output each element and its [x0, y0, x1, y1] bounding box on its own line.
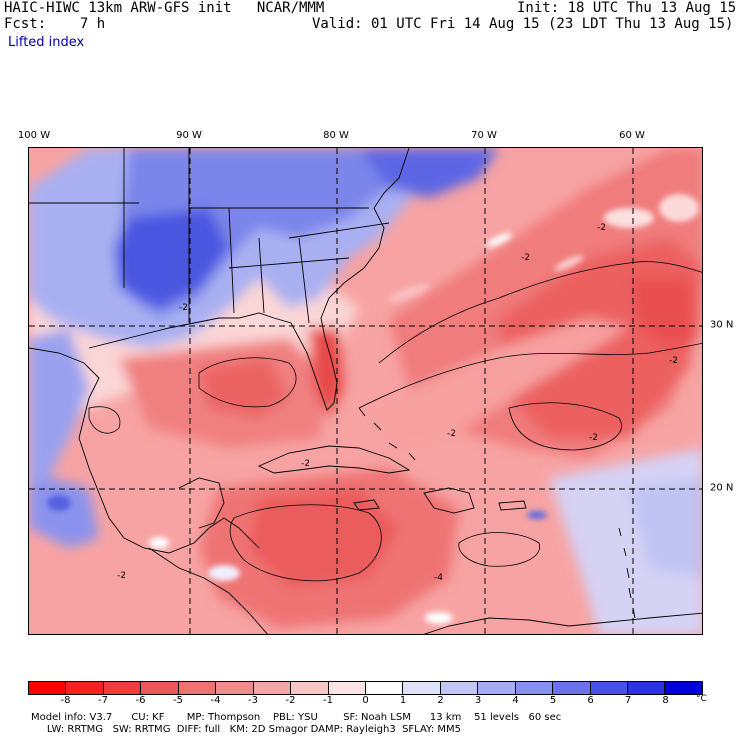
colorbar-swatch — [216, 682, 254, 694]
field-detail — [47, 194, 699, 624]
colorbar-tick-label: 3 — [474, 695, 482, 706]
latlon-grid — [29, 148, 702, 634]
model-title: HAIC-HIWC 13km ARW-GFS init NCAR/MMM — [4, 0, 325, 16]
colorbar-tick-label: -2 — [285, 695, 296, 706]
lon-label-80w: 80 W — [323, 130, 349, 141]
colorbar-swatch — [440, 682, 479, 694]
contour-label: -2 — [117, 571, 126, 581]
colorbar-tick-label: -6 — [135, 695, 146, 706]
colorbar-tick-label: -7 — [98, 695, 108, 706]
contour-label: -2 — [669, 356, 678, 366]
colorbar-unit: °C — [696, 694, 707, 704]
colorbar-tick-label: 6 — [587, 695, 594, 706]
lon-label-60w: 60 W — [619, 130, 645, 141]
colorbar-swatch — [29, 682, 67, 694]
lat-label-30n: 30 N — [710, 319, 734, 331]
colorbar-tick-label: 5 — [549, 695, 557, 706]
colorbar-swatch — [66, 682, 104, 694]
colorbar-tick-label: 8 — [662, 695, 669, 706]
contour-lines — [88, 261, 702, 582]
contour-label: -2 — [179, 303, 188, 313]
colorbar-swatch — [590, 682, 628, 694]
contour-label: -2 — [597, 223, 606, 233]
init-time: Init: 18 UTC Thu 13 Aug 15 — [517, 0, 737, 16]
colorbar-tick-label: -4 — [210, 695, 221, 706]
colorbar-swatch — [403, 682, 441, 694]
lon-label-90w: 90 W — [176, 130, 202, 141]
colorbar-tick-label: 1 — [399, 695, 407, 706]
colorbar-swatch — [553, 682, 591, 694]
colorbar-swatch — [628, 682, 666, 694]
colorbar-tick-label: 2 — [437, 695, 444, 706]
colorbar-swatch — [291, 682, 329, 694]
model-info-line2: LW: RRTMG SW: RRTMG DIFF: full KM: 2D Sm… — [31, 724, 461, 735]
colorbar-tick-label: -8 — [60, 695, 71, 706]
lat-label-20n: 20 N — [710, 482, 734, 494]
lon-label-70w: 70 W — [471, 130, 497, 141]
valid-time: Valid: 01 UTC Fri 14 Aug 15 (23 LDT Thu … — [312, 16, 734, 32]
coastlines — [29, 148, 702, 634]
colorbar-swatch — [253, 682, 292, 694]
contour-label: -4 — [434, 573, 443, 583]
colorbar-tick-label: 4 — [512, 695, 519, 706]
contour-label-group: -2 -2 -2 -4 -2 -2 -2 -2 -2 — [117, 223, 678, 583]
colorbar-swatch — [665, 682, 702, 694]
colorbar-swatch — [178, 682, 217, 694]
model-info-line1: Model info: V3.7 CU: KF MP: Thompson PBL… — [31, 712, 562, 723]
map-canvas: -2 -2 -2 -4 -2 -2 -2 -2 -2 — [29, 148, 702, 634]
contour-label: -2 — [589, 433, 598, 443]
colorbar-tick-label: -1 — [323, 695, 333, 706]
colorbar-swatch — [328, 682, 366, 694]
colorbar-swatch — [365, 682, 404, 694]
colorbar-swatch — [103, 682, 142, 694]
colorbar-swatch — [141, 682, 179, 694]
contour-label: -2 — [521, 253, 530, 263]
colorbar-tick-label: -5 — [173, 695, 183, 706]
lon-label-100w: 100 W — [17, 130, 51, 141]
colorbar — [28, 681, 703, 695]
colorbar-swatch — [478, 682, 516, 694]
lifted-index-map: -2 -2 -2 -4 -2 -2 -2 -2 -2 — [28, 147, 703, 635]
contour-label: -2 — [301, 459, 310, 469]
forecast-hour: Fcst: 7 h — [4, 16, 106, 32]
colorbar-tick-label: 0 — [362, 695, 369, 706]
contour-label: -2 — [447, 429, 456, 439]
field-name: Lifted index — [8, 35, 85, 50]
colorbar-tick-label: 7 — [624, 695, 632, 706]
colorbar-tick-label: -3 — [248, 695, 258, 706]
colorbar-swatch — [515, 682, 554, 694]
